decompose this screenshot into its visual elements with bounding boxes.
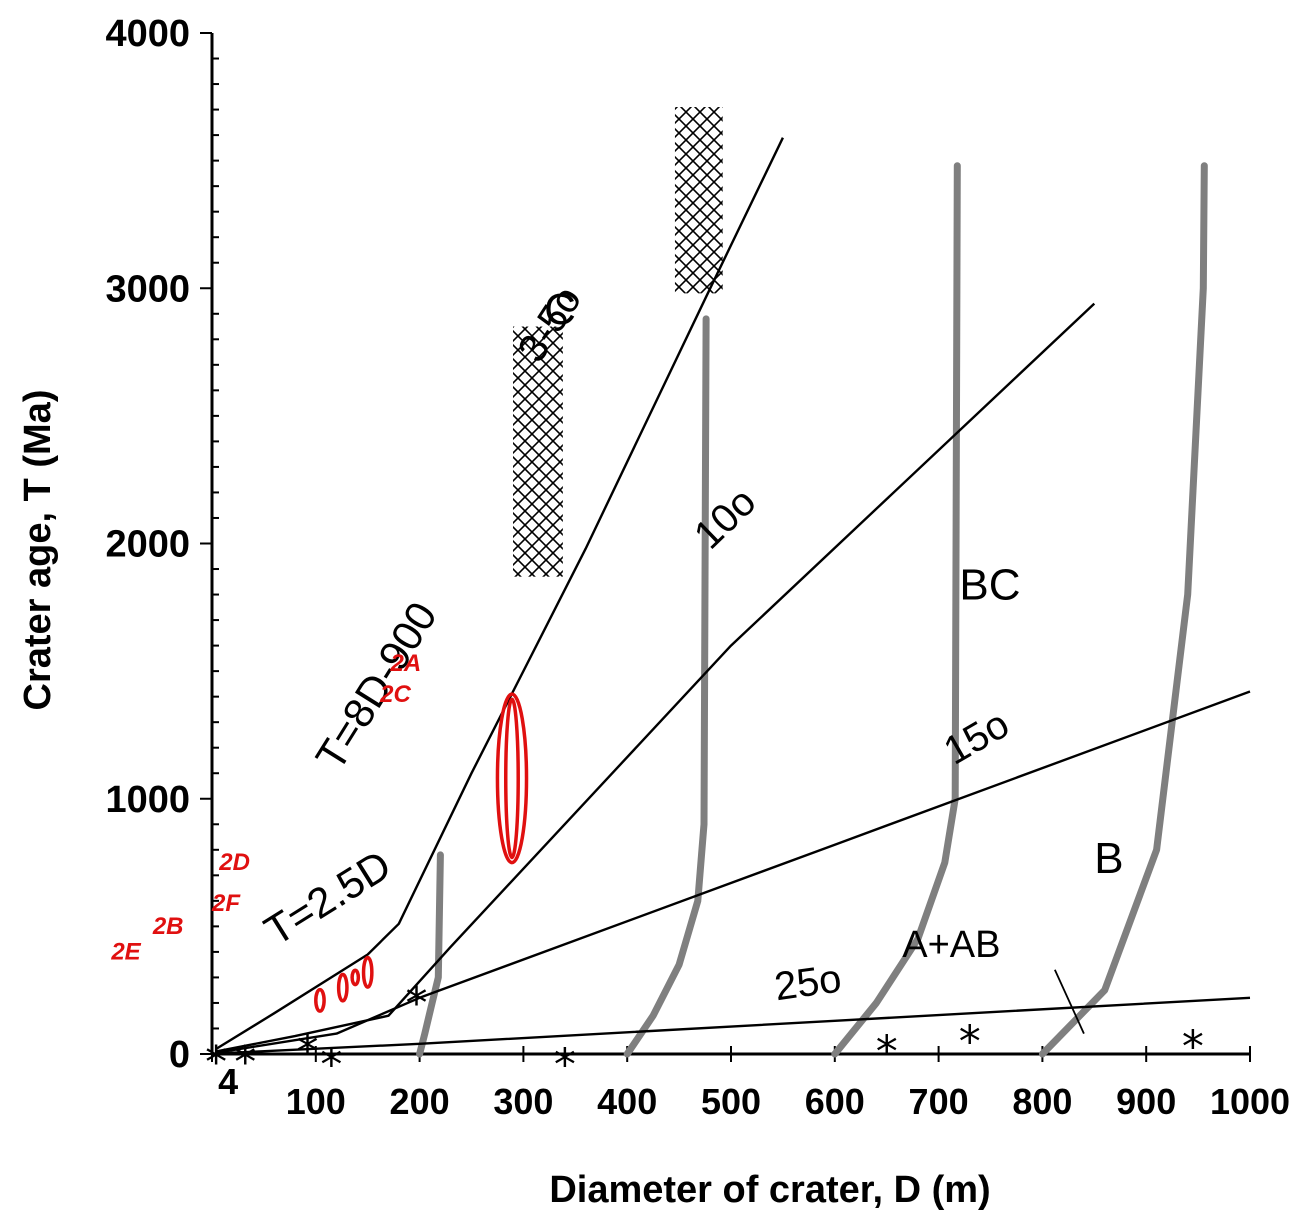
gray-curve [1038,162,1208,1058]
hatched-box [674,107,723,294]
y-axis-title: Crater age, T (Ma) [17,390,59,711]
sample-ellipse [314,987,326,1013]
crater-star-marker: * [1182,1022,1204,1073]
sample-label: 2C [379,681,411,708]
x-tick-label: 1000 [1210,1081,1290,1122]
x-tick-label: 900 [1116,1081,1176,1122]
x-tick-label: 800 [1012,1081,1072,1122]
crater-star-marker: * [205,1037,227,1088]
sample-label: 2A [390,650,422,677]
series-label-deg25: 25o [772,956,844,1009]
x-tick-label: 200 [390,1081,450,1122]
gray-curves [416,162,1208,1058]
crater-star-marker: * [320,1039,342,1090]
red-ellipses [314,692,529,1013]
series-line-deg10 [215,302,1096,1053]
y-tick-label: 1000 [105,779,190,821]
y-tick-label: 3000 [105,268,190,310]
region-label: C [544,285,576,334]
series-line-deg15 [216,690,1251,1054]
y-tick-label: 0 [169,1034,190,1076]
sample-ellipse [504,697,520,860]
crater-star-marker: * [876,1027,898,1078]
series-label-deg10: 10o [686,480,765,558]
gray-curve [623,315,710,1058]
sample-label: 2D [218,849,250,876]
region-label: A+AB [902,924,1000,966]
hatched-boxes [513,107,723,577]
series-label-deg15: 15o [937,702,1017,773]
sample-label: 2E [110,939,141,966]
crater-star-marker: * [234,1037,256,1088]
y-tick-label: 2000 [105,524,190,566]
x-tick-label: 4 [218,1061,238,1102]
x-tick-label: 600 [805,1081,865,1122]
series-line-boundary [215,137,784,1050]
x-tick-label: 300 [493,1081,553,1122]
region-label: B [1094,834,1123,883]
sample-ellipse [495,692,529,865]
gray-curve [416,851,444,1058]
equation-label: T=2.5D [256,841,399,954]
series-line-deg25 [216,996,1251,1055]
y-tick-label: 4000 [105,13,190,55]
axes: 0 1000 2000 3000 4000 4 100 200 300 400 500 600 700 8… [105,13,1290,1122]
sample-ellipse [361,955,374,989]
x-tick-label: 500 [701,1081,761,1122]
equation-label: T=8D-900 [306,594,445,778]
region-pointer-line [1054,969,1085,1034]
hatched-box [513,326,563,577]
sample-label: 2B [152,913,184,940]
angle-lines [215,137,1251,1055]
region-label: BC [959,561,1020,610]
gray-curve [831,162,961,1058]
sample-ellipse [350,968,361,987]
x-axis-title: Diameter of crater, D (m) [549,1169,990,1211]
crater-star-marker: * [554,1039,576,1090]
x-tick-label: 400 [597,1081,657,1122]
x-tick-label: 700 [909,1081,969,1122]
sample-label: 2F [211,890,241,917]
crater-star-marker: * [296,1027,318,1078]
crater-star-marker: * [405,978,427,1029]
x-tick-label: 100 [286,1081,346,1122]
sample-ellipse [336,972,349,1003]
crater-star-marker: * [959,1016,981,1067]
